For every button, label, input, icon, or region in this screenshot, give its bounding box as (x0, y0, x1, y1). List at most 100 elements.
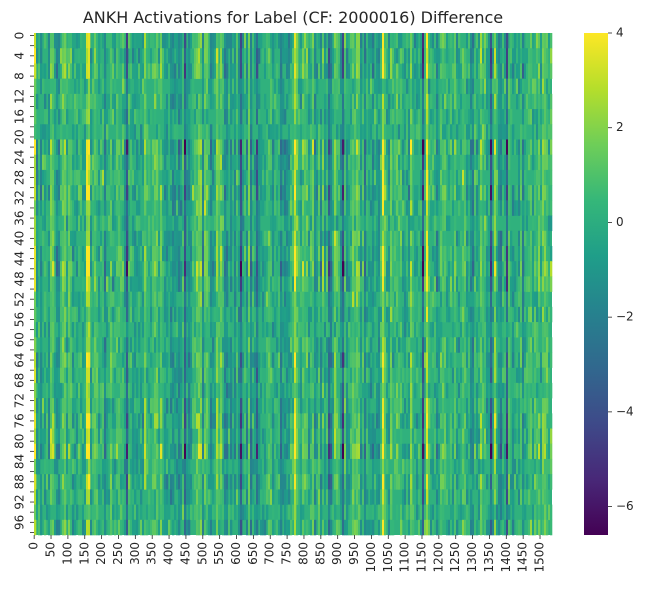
heatmap-cell (154, 306, 157, 323)
heatmap-cell (192, 352, 195, 368)
heatmap-cell (114, 93, 117, 110)
heatmap-cell (212, 154, 215, 171)
heatmap-cell (46, 245, 49, 262)
heatmap-cell (40, 352, 43, 368)
heatmap-cell (466, 78, 469, 95)
heatmap-cell (480, 33, 483, 49)
heatmap-cell (54, 367, 57, 384)
heatmap-cell (140, 398, 143, 414)
heatmap-cell (482, 139, 485, 155)
heatmap-cell (370, 382, 373, 399)
heatmap-cell (274, 367, 277, 384)
heatmap-cell (56, 352, 59, 368)
heatmap-cell (358, 215, 361, 232)
heatmap-cell (382, 382, 385, 399)
heatmap-cell (322, 367, 325, 384)
heatmap-cell (296, 109, 299, 125)
heatmap-cell (200, 245, 203, 262)
heatmap-cell (210, 261, 213, 277)
heatmap-cell (550, 215, 553, 232)
heatmap-cell (196, 63, 199, 79)
heatmap-cell (540, 78, 543, 95)
heatmap-cell (346, 382, 349, 399)
heatmap-cell (470, 398, 473, 414)
heatmap-cell (226, 33, 229, 49)
heatmap-cell (62, 139, 65, 155)
heatmap-cell (464, 276, 467, 292)
heatmap-cell (436, 337, 439, 353)
heatmap-cell (338, 276, 341, 292)
heatmap-cell (190, 276, 193, 292)
heatmap-cell (508, 261, 511, 277)
heatmap-cell (146, 139, 149, 155)
heatmap-cell (176, 276, 179, 292)
heatmap-cell (536, 291, 539, 308)
heatmap-cell (378, 245, 381, 262)
heatmap-cell (252, 398, 255, 414)
heatmap-cell (166, 322, 169, 338)
heatmap-cell (204, 78, 207, 95)
heatmap-cell (170, 306, 173, 323)
heatmap-cell (300, 230, 303, 247)
heatmap-cell (282, 261, 285, 277)
heatmap-cell (108, 398, 111, 414)
heatmap-cell (544, 230, 547, 247)
heatmap-cell (184, 291, 187, 308)
heatmap-cell (176, 245, 179, 262)
heatmap-cell (416, 63, 419, 79)
heatmap-cell (344, 413, 347, 429)
heatmap-cell (312, 306, 315, 323)
heatmap-cell (342, 200, 345, 216)
heatmap-cell (174, 245, 177, 262)
heatmap-cell (224, 93, 227, 110)
heatmap-cell (418, 413, 421, 429)
heatmap-cell (472, 109, 475, 125)
heatmap-cell (374, 276, 377, 292)
heatmap-cell (106, 48, 109, 64)
heatmap-cell (178, 169, 181, 186)
heatmap-cell (414, 230, 417, 247)
heatmap-cell (514, 276, 517, 292)
heatmap-cell (124, 230, 127, 247)
heatmap-cell (184, 245, 187, 262)
heatmap-cell (138, 185, 141, 201)
heatmap-cell (292, 78, 295, 95)
heatmap-cell (346, 33, 349, 49)
heatmap-cell (422, 261, 425, 277)
heatmap-cell (388, 261, 391, 277)
heatmap-cell (514, 398, 517, 414)
heatmap-cell (314, 185, 317, 201)
heatmap-cell (278, 33, 281, 49)
heatmap-cell (86, 63, 89, 79)
heatmap-cell (396, 337, 399, 353)
heatmap-cell (368, 245, 371, 262)
heatmap-cell (312, 413, 315, 429)
heatmap-cell (360, 352, 363, 368)
heatmap-cell (216, 276, 219, 292)
heatmap-cell (166, 215, 169, 232)
heatmap-cell (208, 306, 211, 323)
heatmap-cell (116, 337, 119, 353)
heatmap-cell (222, 185, 225, 201)
heatmap-cell (470, 230, 473, 247)
heatmap-cell (212, 185, 215, 201)
heatmap-cell (134, 245, 137, 262)
heatmap-cell (172, 169, 175, 186)
heatmap-cell (340, 291, 343, 308)
heatmap-cell (76, 185, 79, 201)
heatmap-cell (96, 245, 99, 262)
heatmap-cell (294, 200, 297, 216)
heatmap-cell (44, 367, 47, 384)
heatmap-cell (190, 322, 193, 338)
heatmap-cell (344, 200, 347, 216)
heatmap-cell (260, 276, 263, 292)
heatmap-cell (330, 276, 333, 292)
heatmap-cell (248, 276, 251, 292)
heatmap-cell (444, 200, 447, 216)
heatmap-cell (180, 109, 183, 125)
heatmap-cell (246, 337, 249, 353)
heatmap-cell (222, 48, 225, 64)
heatmap-cell (120, 33, 123, 49)
heatmap-cell (186, 139, 189, 155)
heatmap-cell (298, 413, 301, 429)
